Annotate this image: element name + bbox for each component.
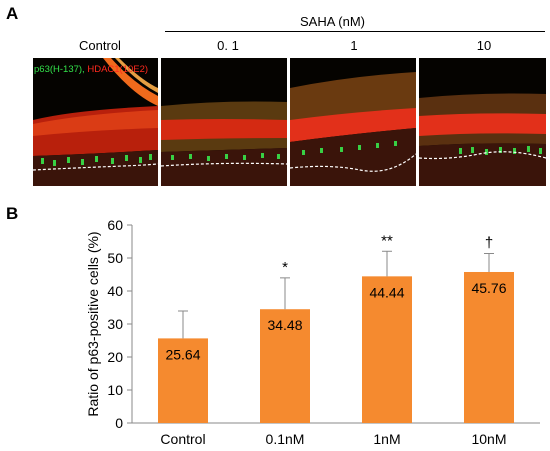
bar <box>362 276 412 423</box>
y-tick-label: 60 <box>107 217 123 233</box>
column-label-control: Control <box>79 38 121 53</box>
panel-a-letter: A <box>6 4 19 23</box>
micrograph-0-1 <box>161 58 287 186</box>
micrograph-1 <box>290 58 416 186</box>
micrograph-control <box>33 58 158 186</box>
column-label-10: 10 <box>476 38 492 53</box>
bar <box>260 309 310 423</box>
y-tick-label: 20 <box>107 349 123 365</box>
bar-chart: 0 10 20 30 40 50 60 Ratio of p63-positive cells… <box>85 217 540 447</box>
column-label-1: 1 <box>350 38 358 53</box>
significance-marker: † <box>485 235 493 252</box>
stain-legend: p63(H-137), HDAC1(10E2) <box>34 64 148 75</box>
data-label: 25.64 <box>165 346 200 362</box>
stain-label-red: HDAC1(10E2) <box>87 64 149 75</box>
saha-header: SAHA (nM) <box>300 14 366 29</box>
y-axis-label: Ratio of p63-positive cells (%) <box>85 231 101 416</box>
bar <box>464 271 514 423</box>
data-label: 45.76 <box>471 280 506 296</box>
x-tick-label: 1nM <box>373 431 400 447</box>
x-tick-label: 0.1nM <box>266 431 305 447</box>
saha-header-rule <box>165 31 545 32</box>
stain-label-green: p63(H-137), <box>34 64 85 75</box>
significance-marker: * <box>282 259 288 276</box>
micrograph-10 <box>419 58 546 186</box>
panel-b-letter: B <box>6 204 19 223</box>
y-tick-label: 50 <box>107 250 123 266</box>
y-tick-label: 0 <box>115 415 123 431</box>
bar <box>158 338 208 423</box>
x-tick-label: 10nM <box>471 431 506 447</box>
y-tick-label: 30 <box>107 316 123 332</box>
data-label: 34.48 <box>267 317 302 333</box>
data-label: 44.44 <box>369 284 404 300</box>
column-label-0-1: 0. 1 <box>217 38 239 53</box>
x-tick-label: Control <box>160 431 205 447</box>
y-tick-label: 40 <box>107 283 123 299</box>
significance-marker: ** <box>381 232 393 249</box>
y-tick-label: 10 <box>107 382 123 398</box>
